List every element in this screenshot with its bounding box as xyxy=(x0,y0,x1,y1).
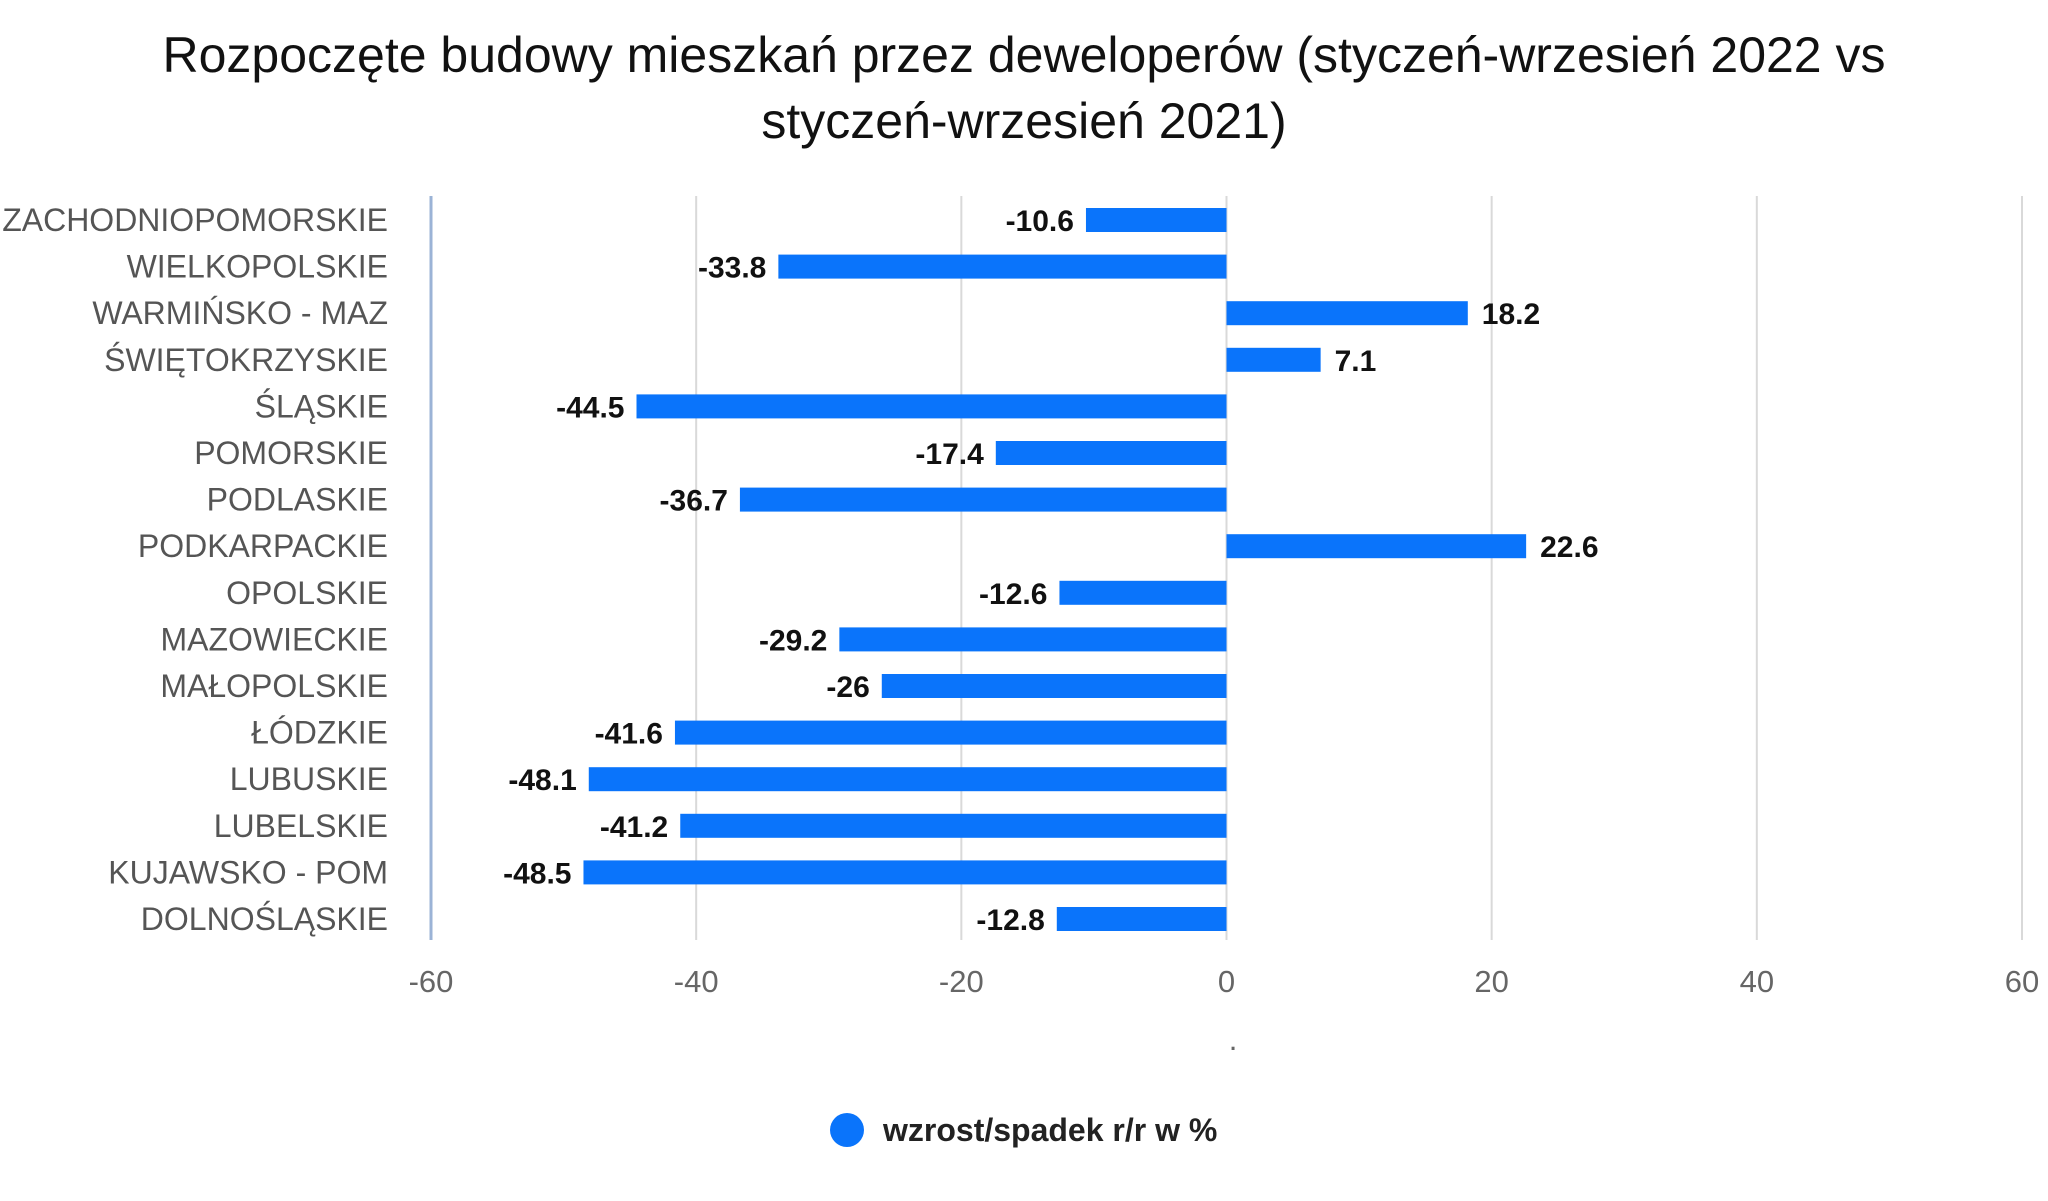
chart-title: Rozpoczęte budowy mieszkań przez dewelop… xyxy=(162,27,1886,149)
category-label: WIELKOPOLSKIE xyxy=(127,249,388,285)
bar xyxy=(881,674,1227,698)
x-tick-labels: -60 -40 -20 0 20 40 60 xyxy=(409,964,2040,999)
data-label: -44.5 xyxy=(556,391,624,424)
category-label: PODKARPACKIE xyxy=(138,528,388,564)
bars xyxy=(583,208,1527,931)
category-label: POMORSKIE xyxy=(194,435,388,471)
data-label: 7.1 xyxy=(1335,345,1377,378)
bar xyxy=(674,720,1227,745)
x-tick-label: 20 xyxy=(1474,964,1508,999)
category-label: ZACHODNIOPOMORSKIE xyxy=(2,202,388,238)
bar xyxy=(778,254,1227,279)
bar xyxy=(995,441,1227,465)
bar xyxy=(680,813,1227,838)
data-label: 22.6 xyxy=(1540,531,1598,564)
data-label: -48.5 xyxy=(503,857,571,890)
data-label: -12.8 xyxy=(976,904,1044,937)
category-label: DOLNOŚLĄSKIE xyxy=(141,901,388,937)
bar xyxy=(1226,301,1468,326)
value-labels: -10.6 -33.8 18.2 7.1 -44.5 -17.4 -36.7 22.6 -12.… xyxy=(503,205,1598,937)
category-label: ŚLĄSKIE xyxy=(255,388,388,424)
bar xyxy=(1226,534,1527,559)
x-tick-label: 40 xyxy=(1740,964,1774,999)
x-tick-label: -20 xyxy=(939,964,984,999)
category-label: OPOLSKIE xyxy=(226,575,388,611)
data-label: -29.2 xyxy=(759,624,827,657)
category-label: ŚWIĘTOKRZYSKIE xyxy=(104,342,388,378)
category-labels: ZACHODNIOPOMORSKIE WIELKOPOLSKIE WARMIŃSKO… xyxy=(2,202,388,937)
legend: wzrost/spadek r/r w % xyxy=(830,1112,1217,1148)
x-tick-label: 0 xyxy=(1218,964,1235,999)
category-label: MAŁOPOLSKIE xyxy=(160,668,388,704)
category-label: LUBUSKIE xyxy=(230,761,388,797)
data-label: -17.4 xyxy=(915,438,984,471)
data-label: -10.6 xyxy=(1006,205,1074,238)
category-label: ŁÓDZKIE xyxy=(251,715,388,751)
x-axis-label: . xyxy=(1229,1022,1238,1057)
data-label: -12.6 xyxy=(979,578,1047,611)
bar xyxy=(1059,580,1227,605)
x-tick-label: 60 xyxy=(2005,964,2039,999)
category-label: PODLASKIE xyxy=(207,482,388,518)
category-label: MAZOWIECKIE xyxy=(160,621,388,657)
data-label: -33.8 xyxy=(698,252,766,285)
data-label: -41.6 xyxy=(595,718,663,751)
bar xyxy=(1085,208,1227,232)
data-label: -26 xyxy=(826,671,869,704)
legend-label: wzrost/spadek r/r w % xyxy=(882,1112,1217,1148)
x-tick-label: -60 xyxy=(409,964,454,999)
bar xyxy=(1226,347,1321,372)
bar xyxy=(588,767,1227,792)
legend-swatch xyxy=(830,1113,864,1147)
data-label: -48.1 xyxy=(508,764,576,797)
x-tick-label: -40 xyxy=(674,964,719,999)
bar xyxy=(1056,907,1227,931)
data-label: -36.7 xyxy=(660,485,728,518)
bar xyxy=(583,860,1227,885)
category-label: LUBELSKIE xyxy=(214,808,388,844)
data-label: -41.2 xyxy=(600,811,668,844)
bar xyxy=(839,627,1227,652)
category-label: WARMIŃSKO - MAZ xyxy=(92,295,388,331)
bar xyxy=(739,487,1227,512)
bar xyxy=(636,394,1227,419)
data-label: 18.2 xyxy=(1482,298,1540,331)
category-label: KUJAWSKO - POM xyxy=(108,854,388,890)
